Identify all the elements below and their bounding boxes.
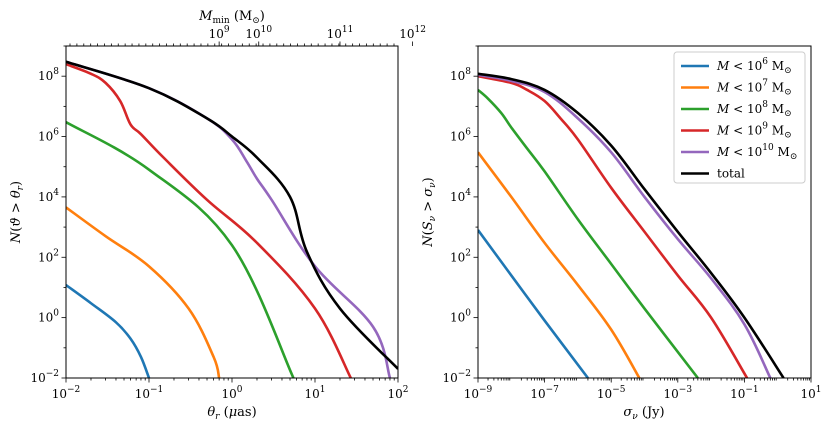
legend-label-1: M < 107 M⊙ <box>716 79 792 98</box>
left-y-tick-label: 100 <box>38 309 59 325</box>
right-y-tick-label: 10−2 <box>442 369 471 385</box>
right-y-tick-label: 108 <box>450 67 471 83</box>
legend-label-2: M < 108 M⊙ <box>716 100 792 119</box>
right-series-2 <box>478 88 699 378</box>
legend-box <box>673 51 806 184</box>
right-x-tick-label: 10−5 <box>597 385 626 401</box>
left-y-tick-label: 102 <box>38 248 59 264</box>
left-y-axis-label: N(ϑ > θr) <box>9 181 26 244</box>
right-y-tick-label: 104 <box>450 188 471 204</box>
top-axis-tick-label: 1011 <box>327 25 354 41</box>
right-x-tick-label: 101 <box>800 385 821 401</box>
right-series-0 <box>478 229 589 378</box>
right-x-axis-label: σν (Jy) <box>623 405 664 422</box>
left-series-5 <box>66 60 398 370</box>
left-y-tick-label: 104 <box>38 188 59 204</box>
right-panel: 10−9 10−7 10−5 10−3 10−1 101 10−2 100 102 104 106 1… <box>421 45 822 422</box>
left-series-0 <box>66 284 151 378</box>
right-curves <box>478 72 785 378</box>
left-x-tick-label: 102 <box>387 385 408 401</box>
left-x-tick-label: 101 <box>304 385 325 401</box>
right-y-tick-label: 100 <box>450 309 471 325</box>
right-ticks: 10−9 10−7 10−5 10−3 10−1 101 10−2 100 102 104 106 1… <box>442 45 822 401</box>
right-series-5 <box>478 72 785 378</box>
legend: M < 106 M⊙ M < 107 M⊙ M < 108 M⊙ M < 109 M⊙… <box>673 51 806 184</box>
legend-label-5: total <box>717 167 745 181</box>
right-series-3 <box>478 74 749 378</box>
left-top-axis-label: Mmin (M⊙) <box>198 9 265 26</box>
left-panel: 10−2 10−1 100 101 102 10−2 100 102 104 106 108 109 1… <box>9 9 426 422</box>
left-x-tick-label: 10−1 <box>135 385 164 401</box>
right-x-tick-label: 10−3 <box>664 385 693 401</box>
left-series-2 <box>66 121 295 378</box>
left-ticks: 10−2 10−1 100 101 102 10−2 100 102 104 106 108 109 1… <box>30 25 426 401</box>
right-x-tick-label: 10−7 <box>530 385 559 401</box>
legend-label-4: M < 1010 M⊙ <box>716 143 797 162</box>
legend-label-3: M < 109 M⊙ <box>716 122 792 141</box>
left-series-1 <box>66 206 221 378</box>
right-axes-frame <box>477 45 812 379</box>
top-axis-tick-label: 109 <box>209 25 230 41</box>
left-y-tick-label: 108 <box>38 67 59 83</box>
left-x-tick-label: 100 <box>221 385 242 401</box>
left-x-tick-label: 10−2 <box>52 385 81 401</box>
top-axis-tick-label: 1012 <box>399 25 426 41</box>
top-axis-tick-label: 1010 <box>245 25 272 41</box>
right-series-1 <box>478 151 641 378</box>
right-y-tick-label: 102 <box>450 248 471 264</box>
left-y-tick-label: 106 <box>38 128 59 144</box>
left-axes-frame <box>65 45 399 379</box>
right-x-tick-label: 10−1 <box>730 385 759 401</box>
right-x-tick-label: 10−9 <box>464 385 493 401</box>
right-y-axis-label: N(Sν > σν) <box>421 177 438 247</box>
legend-label-0: M < 106 M⊙ <box>716 57 792 76</box>
left-series-3 <box>66 62 352 378</box>
left-curves <box>66 60 398 378</box>
left-series-4 <box>66 60 392 378</box>
left-x-axis-label: θr (μas) <box>207 405 256 422</box>
left-y-tick-label: 10−2 <box>30 369 59 385</box>
right-series-4 <box>478 73 772 378</box>
right-y-tick-label: 106 <box>450 128 471 144</box>
